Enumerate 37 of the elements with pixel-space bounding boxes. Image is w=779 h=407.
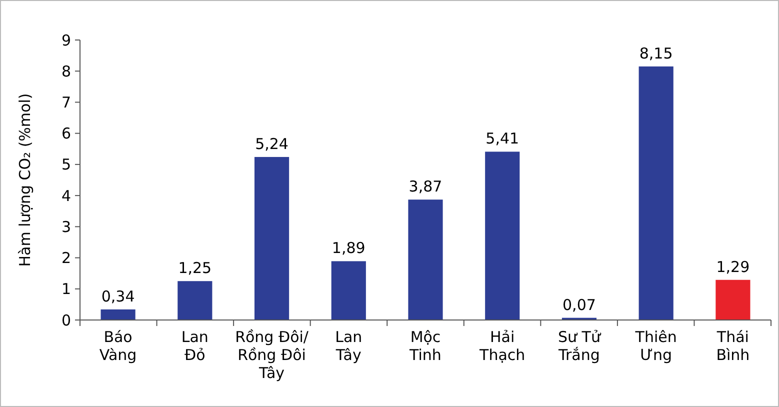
y-tick-label: 0 — [61, 311, 71, 330]
data-label: 5,41 — [486, 130, 520, 148]
x-tick-label: Sư Tử Trắng — [558, 328, 602, 364]
x-tick-label: Rồng Đôi/ Rồng Đôi Tây — [235, 328, 310, 382]
y-tick-label: 8 — [61, 62, 71, 80]
data-label: 3,87 — [408, 178, 442, 196]
x-tick-label: Lan Đỏ — [181, 328, 208, 364]
bar — [178, 281, 212, 320]
bar — [331, 261, 366, 320]
y-tick-label: 4 — [61, 186, 71, 205]
data-label: 8,15 — [639, 44, 673, 62]
bar — [254, 156, 290, 320]
x-tick-label: Hải Thạch — [478, 328, 526, 364]
y-tick-label: 5 — [61, 156, 71, 174]
data-label: 0,07 — [562, 296, 596, 314]
bar — [100, 309, 136, 320]
x-tick-label: Lan Tây — [334, 328, 362, 364]
y-tick-label: 6 — [61, 124, 71, 143]
y-tick-label: 2 — [61, 249, 71, 268]
bar — [408, 200, 443, 320]
x-tick-label: Thái Bình — [716, 328, 750, 364]
bar — [716, 280, 750, 320]
x-tick-label: Mộc Tinh — [408, 328, 442, 364]
bar — [485, 152, 520, 320]
data-label: 1,29 — [716, 258, 750, 276]
x-tick-label: Báo Vàng — [99, 328, 137, 364]
y-tick-label: 1 — [61, 280, 71, 298]
data-label: 1,89 — [332, 239, 366, 258]
y-tick-label: 9 — [61, 31, 71, 50]
x-tick-label: Thiên Ưng — [634, 328, 677, 364]
y-axis-title: Hàm lượng CO₂ (%mol) — [16, 93, 34, 267]
bar — [638, 66, 674, 320]
data-label: 5,24 — [255, 134, 288, 153]
y-tick-label: 7 — [61, 93, 71, 112]
data-label: 0,34 — [101, 287, 135, 306]
data-label: 1,25 — [178, 259, 212, 278]
y-tick-label: 3 — [61, 218, 71, 236]
